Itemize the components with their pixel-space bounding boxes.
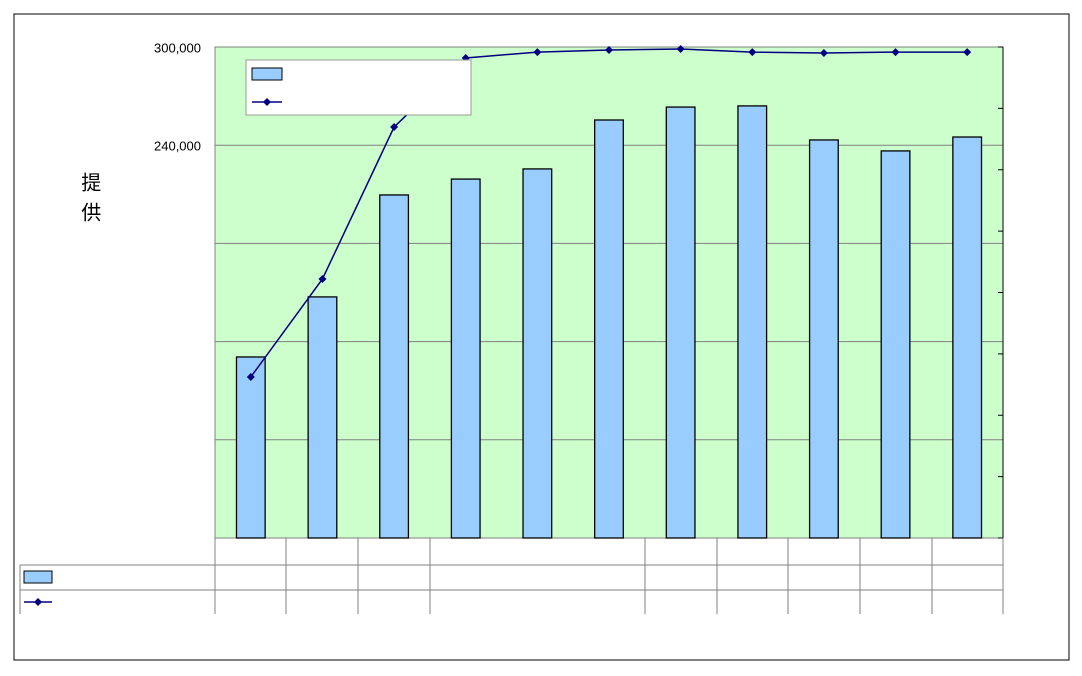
legend-key [23, 570, 53, 584]
marker [676, 44, 685, 53]
legend-key [251, 67, 283, 81]
legend [245, 59, 472, 116]
bar [594, 119, 624, 539]
marker [318, 274, 327, 283]
y-axis-title: 提供 [78, 172, 101, 232]
bar [952, 136, 983, 539]
y-tick-label: 240,000 [154, 139, 201, 154]
legend-key [34, 598, 42, 606]
marker [963, 48, 972, 57]
marker [533, 48, 542, 57]
bar [522, 168, 553, 539]
marker [819, 49, 828, 58]
bar [450, 178, 481, 539]
frame [13, 13, 1070, 661]
marker [605, 45, 613, 54]
y-tick-label: 300,000 [154, 40, 201, 55]
bar [808, 139, 839, 539]
marker [390, 123, 399, 132]
marker [246, 372, 255, 381]
legend-key [263, 98, 271, 106]
bar [307, 296, 338, 539]
marker [748, 48, 757, 57]
bar [235, 356, 266, 539]
bar [665, 106, 696, 539]
marker [891, 48, 900, 57]
bar [379, 194, 410, 539]
bar [880, 150, 911, 539]
bar [737, 105, 768, 539]
